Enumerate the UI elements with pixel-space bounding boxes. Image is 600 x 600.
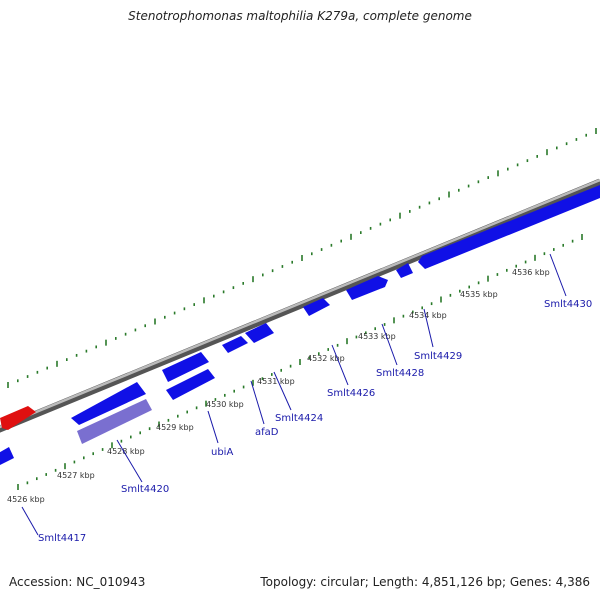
gene-inner-afad [166,369,215,400]
outer-tick-row [7,128,597,388]
gene-forward-1 [303,298,330,316]
gene-label: Smlt4429 [414,351,462,362]
gene-forward-4 [418,185,600,269]
map-title: Stenotrophomonas maltophilia K279a, comp… [128,9,472,23]
leader-line [207,410,219,444]
inner-tick-row [17,234,583,490]
summary-text: Topology: circular; Length: 4,851,126 bp… [260,575,590,589]
gene-label: Smlt4430 [544,299,592,310]
scale-label: 4530 kbp [206,400,244,409]
gene-label: Smlt4426 [327,388,375,399]
forward-genes [71,185,600,425]
scale-label: 4535 kbp [460,290,498,299]
backbone [0,178,600,433]
leader-line [116,439,143,483]
scale-label: 4536 kbp [512,268,550,277]
scale-label: 4533 kbp [358,332,396,341]
gene-label: Smlt4420 [121,484,169,495]
inner-genes [0,369,215,465]
gene-inner-left [0,447,14,465]
gene-forward-0a [222,336,248,353]
gene-label: Smlt4424 [275,413,323,424]
gene-label: Smlt4428 [376,368,424,379]
accession-text: Accession: NC_010943 [9,575,146,589]
scale-label: 4532 kbp [307,354,345,363]
scale-label: 4527 kbp [57,471,95,480]
gene-label: Smlt4417 [38,533,86,544]
gene-forward-3 [396,263,413,278]
rna-gene [0,406,36,430]
gene-forward-left [71,382,146,425]
scale-label: 4534 kbp [409,311,447,320]
scale-label: 4528 kbp [107,447,145,456]
leader-lines [21,253,567,536]
leader-line [331,344,349,386]
gene-label: ubiA [211,447,233,458]
leader-line [21,506,39,536]
leader-line [549,253,567,297]
gene-forward-0b [245,323,274,343]
leader-line [273,371,292,411]
leader-line [381,323,398,366]
scale-labels: 4526 kbp 4527 kbp 4528 kbp 4529 kbp 4530… [7,268,550,504]
scale-label: 4526 kbp [7,495,45,504]
scale-label: 4531 kbp [257,377,295,386]
leader-line [250,380,265,425]
gene-inner-smlt4420 [77,399,152,444]
gene-forward-ubia [162,352,209,382]
gene-forward-2 [346,276,388,300]
leader-line [423,308,434,348]
gene-label: afaD [255,427,279,438]
scale-label: 4529 kbp [156,423,194,432]
gene-labels: Smlt4417 Smlt4420 ubiA afaD Smlt4424 Sml… [38,299,592,544]
